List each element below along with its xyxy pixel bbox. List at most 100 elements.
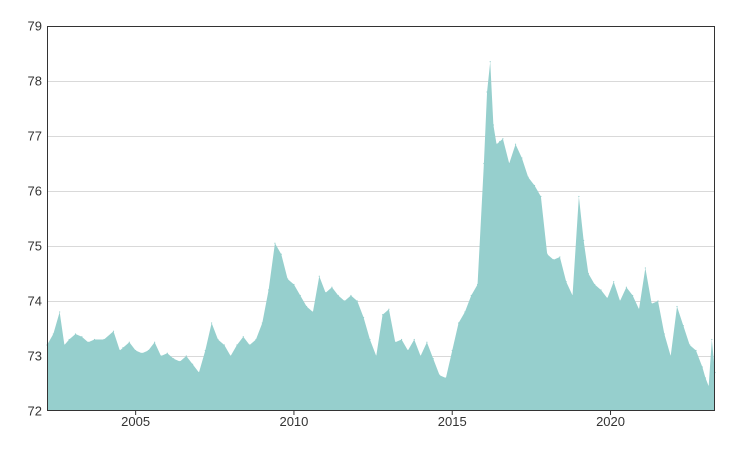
- data-point: [486, 91, 488, 93]
- data-point: [325, 292, 327, 294]
- data-point: [546, 253, 548, 255]
- data-point: [594, 283, 596, 286]
- data-point: [508, 162, 510, 165]
- data-point: [619, 300, 621, 302]
- data-point: [318, 275, 320, 277]
- data-point: [192, 363, 194, 365]
- data-point: [160, 355, 162, 357]
- data-point: [242, 336, 244, 338]
- data-point: [704, 377, 707, 379]
- data-point: [312, 311, 314, 313]
- data-point: [230, 355, 232, 357]
- y-tick-label: 77: [28, 129, 42, 144]
- data-point: [375, 355, 377, 357]
- data-point: [337, 294, 339, 297]
- data-point: [68, 338, 70, 341]
- data-point: [483, 162, 485, 165]
- y-tick-label: 75: [28, 239, 42, 254]
- data-point: [306, 305, 308, 308]
- data-point: [128, 341, 130, 343]
- data-point: [625, 286, 627, 288]
- data-point: [343, 300, 346, 302]
- x-tick-label: 2010: [279, 414, 308, 429]
- data-point: [211, 322, 213, 324]
- data-point: [280, 253, 282, 255]
- data-point: [613, 281, 615, 283]
- data-point: [663, 333, 665, 335]
- data-point: [701, 366, 703, 368]
- data-point: [204, 349, 206, 352]
- data-point: [470, 294, 472, 297]
- data-point: [81, 336, 83, 338]
- data-point: [695, 349, 697, 352]
- data-point: [394, 341, 396, 343]
- data-point: [274, 242, 276, 244]
- series-area-layer: [46, 61, 716, 411]
- y-tick-label: 78: [28, 74, 42, 89]
- y-tick-label: 79: [28, 19, 42, 34]
- data-point: [166, 352, 168, 354]
- data-point: [432, 358, 434, 360]
- plot-frame: [47, 26, 715, 411]
- data-point: [388, 308, 390, 310]
- data-point: [217, 338, 219, 341]
- data-point: [331, 286, 333, 288]
- x-tick-label: 2020: [596, 414, 625, 429]
- data-point: [356, 300, 358, 302]
- data-point: [552, 259, 555, 261]
- data-point: [59, 311, 61, 313]
- data-point: [644, 267, 646, 269]
- data-point: [451, 349, 453, 352]
- data-point: [527, 176, 529, 178]
- data-point: [74, 333, 77, 335]
- data-point: [119, 349, 121, 352]
- data-point: [381, 314, 384, 316]
- y-tick-label: 73: [28, 349, 42, 364]
- data-point: [185, 355, 187, 357]
- data-point: [236, 344, 238, 346]
- data-point: [540, 195, 542, 198]
- data-point: [689, 344, 691, 346]
- data-point: [495, 143, 498, 145]
- data-point: [499, 140, 501, 143]
- data-point: [287, 278, 289, 280]
- data-point: [457, 322, 460, 324]
- data-point: [492, 124, 494, 126]
- data-point: [52, 333, 54, 335]
- x-tick-label: 2005: [121, 414, 150, 429]
- data-point: [268, 289, 270, 291]
- data-point: [657, 300, 659, 302]
- data-point: [293, 283, 295, 286]
- data-point: [464, 311, 466, 313]
- data-point: [63, 344, 66, 346]
- data-point: [249, 344, 251, 346]
- data-point: [438, 374, 441, 376]
- data-point: [103, 338, 105, 341]
- y-tick-label: 76: [28, 184, 42, 199]
- data-point: [154, 341, 156, 343]
- data-point: [261, 322, 263, 324]
- y-tick-label: 72: [28, 404, 42, 419]
- y-tick-label: 74: [28, 294, 42, 309]
- data-point: [350, 294, 352, 297]
- data-point: [600, 289, 602, 291]
- data-point: [141, 352, 143, 354]
- data-point: [198, 371, 200, 374]
- data-point: [255, 338, 257, 341]
- data-point: [708, 385, 710, 387]
- data-point: [173, 358, 175, 360]
- data-point: [362, 316, 365, 319]
- data-point: [533, 184, 536, 187]
- data-point: [711, 338, 713, 341]
- data-point: [135, 349, 137, 352]
- data-point: [571, 294, 574, 297]
- data-point: [676, 305, 678, 308]
- data-point: [369, 338, 371, 341]
- y-axis: 72 73 74 75 76 77 78 79: [28, 19, 42, 419]
- x-axis: 2005 2010 2015 2020: [121, 411, 625, 429]
- data-point: [638, 308, 640, 310]
- series-area: [47, 61, 715, 411]
- data-point: [583, 239, 585, 242]
